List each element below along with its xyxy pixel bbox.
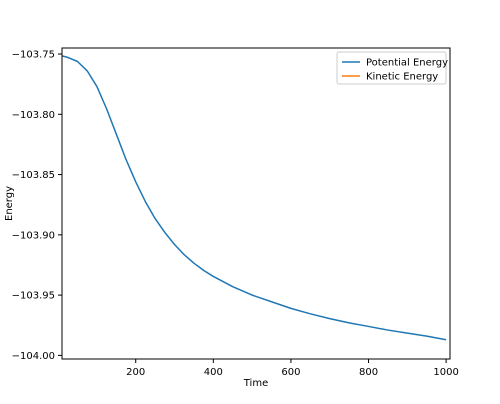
legend-label: Kinetic Energy (366, 72, 438, 83)
series-line-0 (61, 55, 447, 341)
x-axis: 200 400 600 800 1000 (126, 359, 459, 378)
y-tick-label: −103.85 (12, 170, 55, 181)
axes-frame (61, 47, 451, 360)
y-axis-label: Energy (4, 186, 15, 221)
x-tick-label: 600 (281, 367, 300, 378)
x-tick-label: 1000 (433, 367, 458, 378)
legend-label: Potential Energy (366, 58, 448, 69)
y-tick-label: −104.00 (12, 351, 55, 362)
x-tick-label: 400 (204, 367, 223, 378)
legend-box (336, 51, 447, 85)
x-tick-label: 800 (359, 367, 378, 378)
y-tick-label: −103.95 (12, 291, 55, 302)
x-axis-label: Time (243, 378, 268, 389)
y-tick-label: −103.90 (12, 230, 55, 241)
legend: Potential Energy Kinetic Energy (336, 51, 448, 85)
x-tick-label: 200 (126, 367, 145, 378)
y-tick-label: −103.80 (12, 110, 55, 121)
y-axis: −103.75 −103.80 −103.85 −103.90 −103.95 −104.… (12, 50, 62, 362)
y-tick-label: −103.75 (12, 50, 55, 61)
plot-area (61, 55, 447, 341)
